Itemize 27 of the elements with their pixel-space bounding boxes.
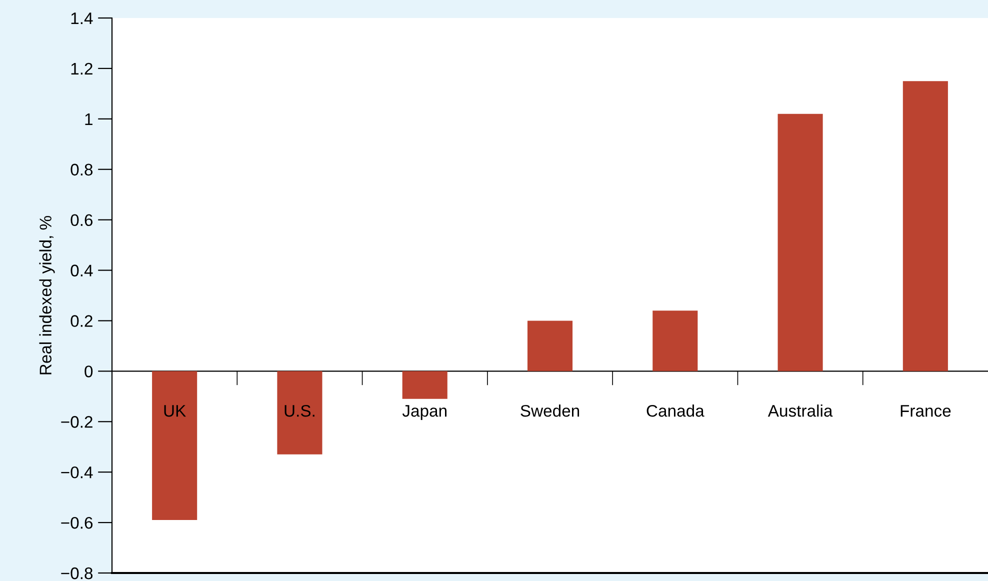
x-tick-label: Australia	[768, 404, 833, 417]
y-tick-label: 1.4	[71, 12, 93, 24]
y-tick-label: 1.2	[71, 62, 92, 74]
bar	[527, 320, 573, 372]
bar	[277, 371, 322, 454]
y-tick-label: 0.6	[70, 214, 93, 226]
y-tick-label: 0	[84, 366, 93, 378]
x-tick-label: Canada	[646, 404, 704, 417]
y-tick-label: −0.4	[61, 466, 93, 478]
y-tick-label: −0.6	[61, 516, 93, 529]
bar	[652, 310, 698, 372]
y-tick-label: 0.4	[70, 264, 93, 276]
x-tick-label: France	[900, 405, 951, 417]
y-axis-title: Real indexed yield, %	[39, 216, 55, 374]
bar	[778, 114, 823, 372]
y-tick-label: −0.2	[61, 416, 92, 428]
x-tick-label: Sweden	[520, 404, 580, 417]
x-tick-label: UK	[164, 405, 186, 417]
x-tick-label: Japan	[402, 405, 446, 420]
y-tick-label: 1	[85, 113, 92, 125]
y-tick-label: −0.8	[61, 567, 93, 580]
x-tick-label: U.S.	[284, 404, 314, 417]
y-tick-label: 0.2	[70, 315, 92, 327]
bar	[152, 371, 198, 520]
y-tick-label: 0.8	[70, 164, 93, 176]
bar	[402, 371, 448, 399]
bar	[902, 81, 948, 372]
